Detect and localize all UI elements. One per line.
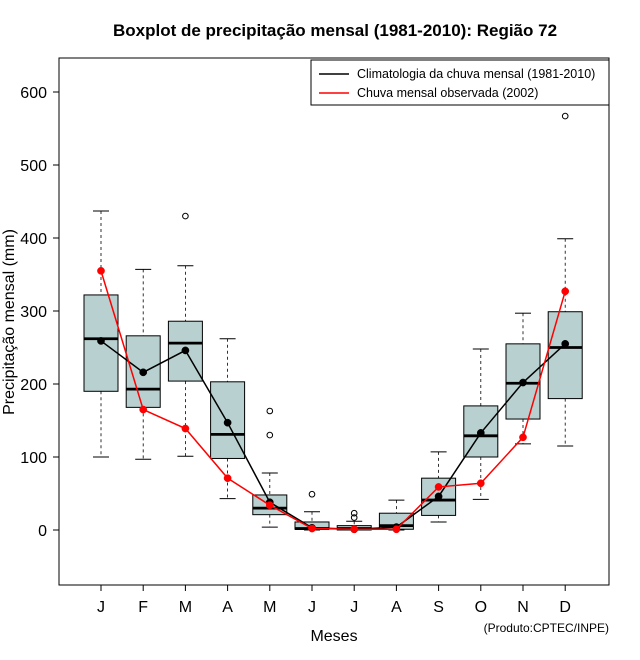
series-point-climatology	[223, 418, 232, 427]
outlier-point	[308, 490, 316, 498]
outlier-point	[182, 212, 189, 220]
x-tick-label: O	[475, 599, 487, 616]
box	[505, 343, 541, 420]
series-point-observed	[476, 479, 485, 488]
outlier-point	[350, 514, 358, 521]
plot-frame	[58, 57, 610, 586]
series-point-observed	[265, 501, 274, 510]
y-tick-label: 200	[20, 377, 47, 394]
legend-box	[310, 59, 610, 106]
series-point-climatology	[181, 346, 190, 355]
outlier-point	[266, 407, 274, 415]
x-tick-label: A	[222, 599, 233, 616]
x-axis-label: Meses	[310, 628, 357, 645]
y-tick-label: 100	[20, 450, 47, 467]
series-point-climatology	[561, 340, 570, 348]
x-tick-label: S	[433, 599, 444, 616]
series-point-observed	[519, 433, 527, 442]
chart-title: Boxplot de precipitação mensal (1981-201…	[113, 21, 557, 40]
series-point-observed	[97, 267, 105, 275]
series-point-climatology	[476, 429, 485, 437]
series-point-climatology	[97, 337, 105, 345]
outlier-point	[561, 112, 569, 120]
legend-label-observed: Chuva mensal observada (2002)	[357, 86, 538, 100]
series-point-observed	[181, 424, 190, 433]
legend: Climatologia da chuva mensal (1981-2010)…	[310, 59, 610, 106]
series-point-observed	[561, 287, 570, 296]
legend-label-climatology: Climatologia da chuva mensal (1981-2010)	[357, 67, 595, 81]
x-tick-label: F	[138, 599, 148, 616]
y-tick-label: 0	[38, 523, 47, 540]
series-point-observed	[139, 405, 148, 414]
outlier-point	[266, 431, 274, 439]
x-tick-label: M	[179, 599, 192, 616]
y-tick-label: 300	[20, 304, 47, 321]
series-point-climatology	[434, 492, 443, 501]
series-point-observed	[434, 483, 443, 491]
x-tick-label: A	[391, 599, 402, 616]
x-tick-label: J	[97, 599, 105, 616]
series-point-climatology	[519, 378, 527, 387]
outlier-point	[350, 509, 358, 517]
y-tick-label: 600	[20, 85, 47, 102]
series-point-observed	[392, 525, 401, 534]
x-tick-label: M	[263, 599, 276, 616]
y-tick-label: 500	[20, 158, 47, 175]
x-tick-label: J	[350, 599, 358, 616]
series-point-observed	[223, 474, 232, 483]
series-point-observed	[350, 525, 359, 534]
y-tick-label: 400	[20, 231, 47, 248]
x-tick-label: J	[308, 599, 316, 616]
series-line-observed	[100, 270, 566, 531]
series-point-climatology	[139, 368, 148, 377]
credit-text: (Produto:CPTEC/INPE)	[484, 621, 609, 635]
x-tick-label: D	[559, 599, 571, 616]
y-axis-label: Precipitação mensal (mm)	[1, 229, 18, 415]
x-tick-label: N	[517, 599, 529, 616]
series-point-observed	[308, 524, 316, 533]
box	[210, 381, 246, 459]
